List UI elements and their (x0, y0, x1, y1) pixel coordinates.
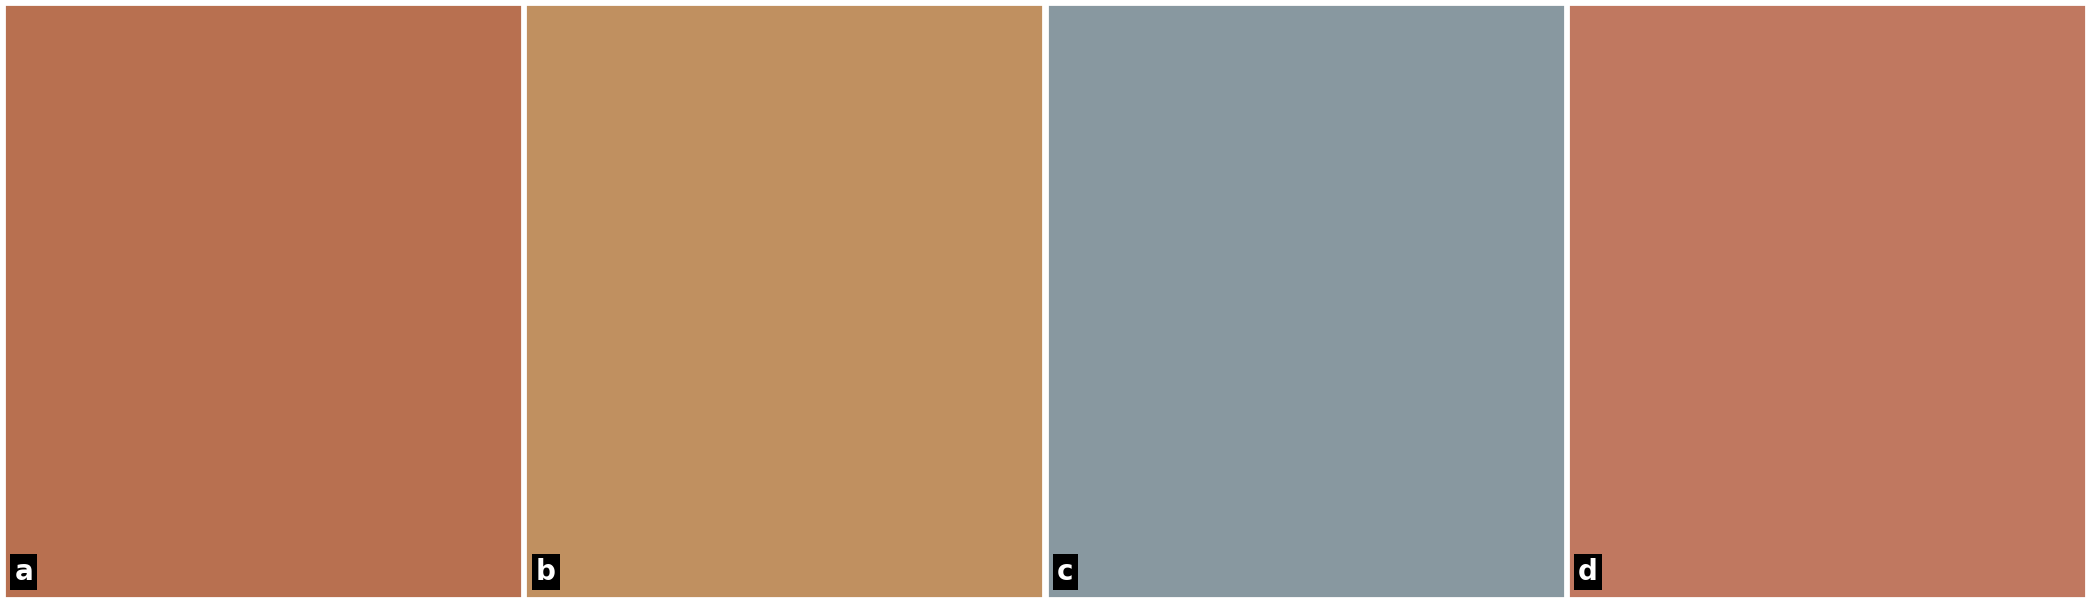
Text: d: d (1578, 558, 1599, 586)
Text: b: b (535, 558, 556, 586)
Text: c: c (1058, 558, 1074, 586)
Text: a: a (15, 558, 33, 586)
